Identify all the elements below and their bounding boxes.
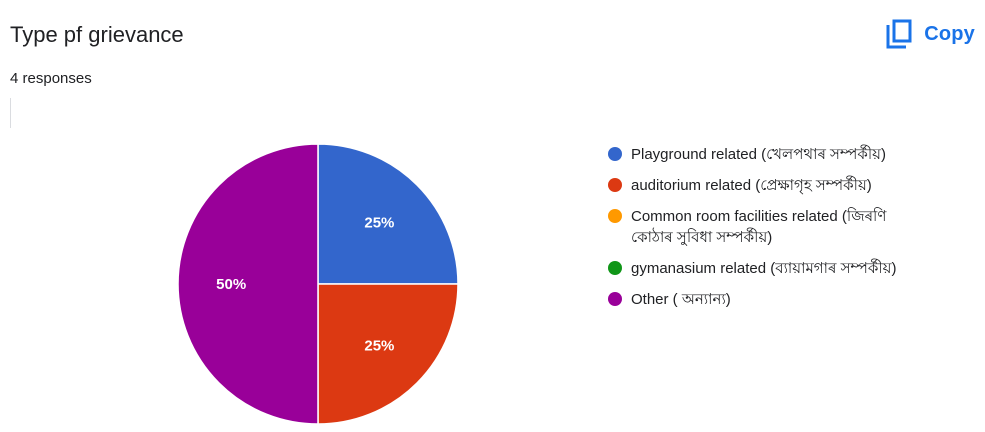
legend-swatch xyxy=(608,178,622,192)
pie-chart: 25% 25% 50% xyxy=(177,143,459,425)
pie-slice-label-4: 50% xyxy=(216,276,246,293)
copy-icon xyxy=(886,19,912,49)
legend-swatch xyxy=(608,261,622,275)
pie-slice-4[interactable] xyxy=(177,143,319,425)
pie-slice-label-1: 25% xyxy=(364,337,394,354)
legend-item-2[interactable]: Common room facilities related (জিৰণি কো… xyxy=(608,206,968,248)
chart-legend: Playground related (খেলপথাৰ সম্পৰ্কীয়) a… xyxy=(608,144,968,320)
legend-swatch xyxy=(608,147,622,161)
legend-label: Playground related (খেলপথাৰ সম্পৰ্কীয়) xyxy=(631,146,886,163)
legend-item-3[interactable]: gymanasium related (ব্যায়ামগাৰ সম্পৰ্কী… xyxy=(608,258,968,279)
legend-label: Common room facilities related (জিৰণি কো… xyxy=(631,208,887,246)
legend-item-4[interactable]: Other ( অন্যান্য) xyxy=(608,289,968,310)
pie-slice-1[interactable] xyxy=(317,283,459,425)
response-count: 4 responses xyxy=(10,70,92,87)
divider xyxy=(10,98,11,128)
legend-item-0[interactable]: Playground related (খেলপথাৰ সম্পৰ্কীয়) xyxy=(608,144,968,165)
legend-swatch xyxy=(608,209,622,223)
chart-title: Type pf grievance xyxy=(10,22,184,47)
pie-slice-label-0: 25% xyxy=(364,215,394,232)
legend-label: gymanasium related (ব্যায়ামগাৰ সম্পৰ্কী… xyxy=(631,260,897,277)
legend-label: Other ( অন্যান্য) xyxy=(631,291,731,308)
legend-label: auditorium related (প্ৰেক্ষাগৃহ সম্পৰ্কী… xyxy=(631,177,872,194)
legend-item-1[interactable]: auditorium related (প্ৰেক্ষাগৃহ সম্পৰ্কী… xyxy=(608,175,968,196)
pie-slice-0[interactable] xyxy=(317,143,459,285)
copy-chart-button[interactable]: Copy xyxy=(886,18,975,50)
copy-label: Copy xyxy=(924,22,975,45)
legend-swatch xyxy=(608,292,622,306)
